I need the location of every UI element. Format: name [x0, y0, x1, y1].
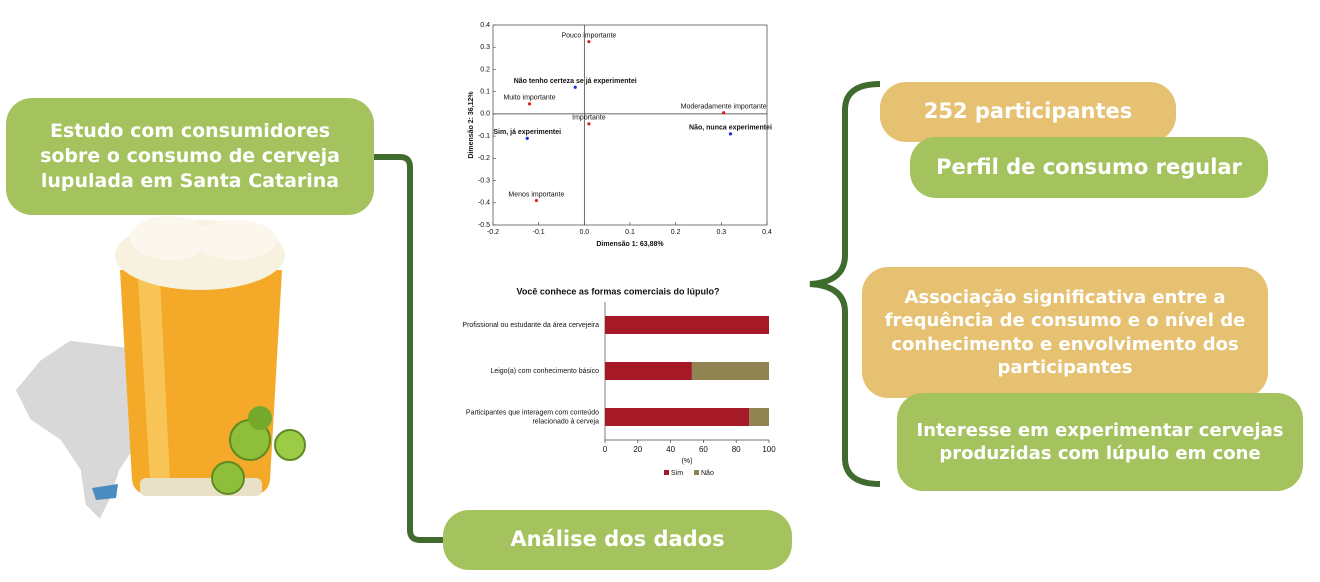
point-label: Menos importante	[508, 191, 564, 198]
x-tick-label: -0.1	[533, 229, 545, 236]
point	[527, 102, 532, 106]
bar	[605, 316, 769, 334]
legend-swatch	[664, 470, 669, 475]
point-label: Não, nunca experimentei	[689, 125, 772, 132]
y-tick-label: 0.2	[480, 66, 490, 73]
point-label: Pouco importante	[561, 33, 616, 40]
x-tick-label: 0.0	[579, 229, 589, 236]
y-tick-label: 0.0	[480, 111, 490, 118]
x-tick-label: 60	[699, 445, 708, 454]
x-axis-label: (%)	[682, 458, 693, 465]
bar	[605, 362, 692, 380]
bar	[605, 408, 750, 426]
point	[587, 40, 591, 44]
x-tick-label: 80	[732, 445, 741, 454]
x-axis-label: Dimensão 1: 63,88%	[596, 241, 664, 248]
y-tick-label: Leigo(a) com conhecimento básico	[490, 368, 599, 375]
result-box: Associação significativa entre a frequên…	[862, 267, 1268, 398]
y-tick-label: 0.4	[480, 22, 490, 29]
point	[573, 85, 577, 89]
point-label: Muito importante	[503, 95, 555, 102]
point-label: Sim, já experimentei	[493, 129, 561, 136]
x-tick-label: 0.3	[716, 229, 726, 236]
analysis-box: Análise dos dados	[443, 510, 792, 570]
illustration	[14, 216, 306, 522]
x-tick-label: 0.4	[762, 229, 772, 236]
point	[722, 111, 726, 115]
y-tick-label: Participantes que interagem com conteúdo…	[466, 409, 599, 425]
bar	[691, 362, 769, 380]
y-axis-label: Dimensão 2: 36,12%	[468, 91, 475, 159]
point-label: Importante	[572, 115, 606, 122]
legend-label: Não	[701, 470, 714, 477]
result-box: 252 participantes	[880, 82, 1176, 142]
point-label: Moderadamente importante	[681, 104, 767, 111]
study-box: Estudo com consumidores sobre o consumo …	[6, 98, 374, 215]
point	[587, 122, 591, 126]
point	[534, 198, 538, 203]
y-tick-label: -0.4	[478, 200, 490, 207]
brace	[809, 81, 881, 487]
x-tick-label: 0.2	[671, 229, 681, 236]
legend-label: Sim	[671, 470, 683, 477]
result-box: Perfil de consumo regular	[910, 137, 1268, 198]
point	[525, 136, 529, 140]
connector	[372, 154, 446, 543]
y-tick-label: 0.3	[480, 44, 490, 51]
point-label: Não tenho certeza se já experimentei	[514, 78, 637, 85]
result-box: Interesse em experimentar cervejas produ…	[897, 393, 1303, 491]
legend-swatch	[694, 470, 699, 475]
y-tick-label: -0.3	[478, 177, 490, 184]
x-tick-label: 20	[633, 445, 642, 454]
x-tick-label: 40	[666, 445, 675, 454]
chart-title: Você conhece as formas comerciais do lúp…	[517, 286, 720, 296]
y-tick-label: Profissional ou estudante da área cervej…	[462, 322, 599, 329]
x-tick-label: 0	[603, 445, 608, 454]
bar	[749, 408, 769, 426]
y-tick-label: 0.1	[480, 89, 490, 96]
x-tick-label: 100	[762, 445, 776, 454]
x-tick-label: -0.2	[487, 229, 499, 236]
y-tick-label: -0.5	[478, 222, 490, 229]
x-tick-label: 0.1	[625, 229, 635, 236]
y-tick-label: -0.2	[478, 155, 490, 162]
point	[728, 132, 733, 136]
y-tick-label: -0.1	[478, 133, 490, 140]
